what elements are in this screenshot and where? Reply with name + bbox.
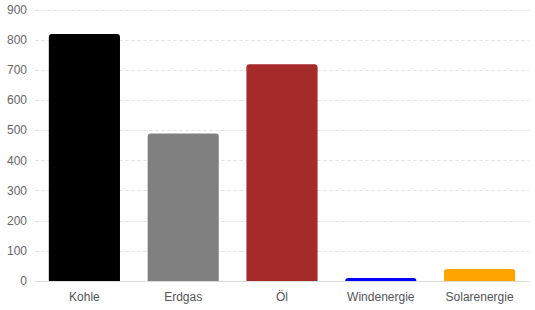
svg-text:700: 700 <box>7 63 27 77</box>
svg-text:500: 500 <box>7 123 27 137</box>
svg-text:Erdgas: Erdgas <box>164 290 202 304</box>
svg-text:600: 600 <box>7 93 27 107</box>
svg-text:800: 800 <box>7 33 27 47</box>
svg-text:300: 300 <box>7 184 27 198</box>
svg-text:Kohle: Kohle <box>69 290 100 304</box>
svg-text:100: 100 <box>7 244 27 258</box>
svg-text:Öl: Öl <box>276 290 288 304</box>
svg-text:400: 400 <box>7 154 27 168</box>
svg-text:200: 200 <box>7 214 27 228</box>
svg-text:900: 900 <box>7 3 27 17</box>
svg-text:Solarenergie: Solarenergie <box>446 290 514 304</box>
svg-text:0: 0 <box>20 274 27 288</box>
svg-text:Windenergie: Windenergie <box>347 290 415 304</box>
